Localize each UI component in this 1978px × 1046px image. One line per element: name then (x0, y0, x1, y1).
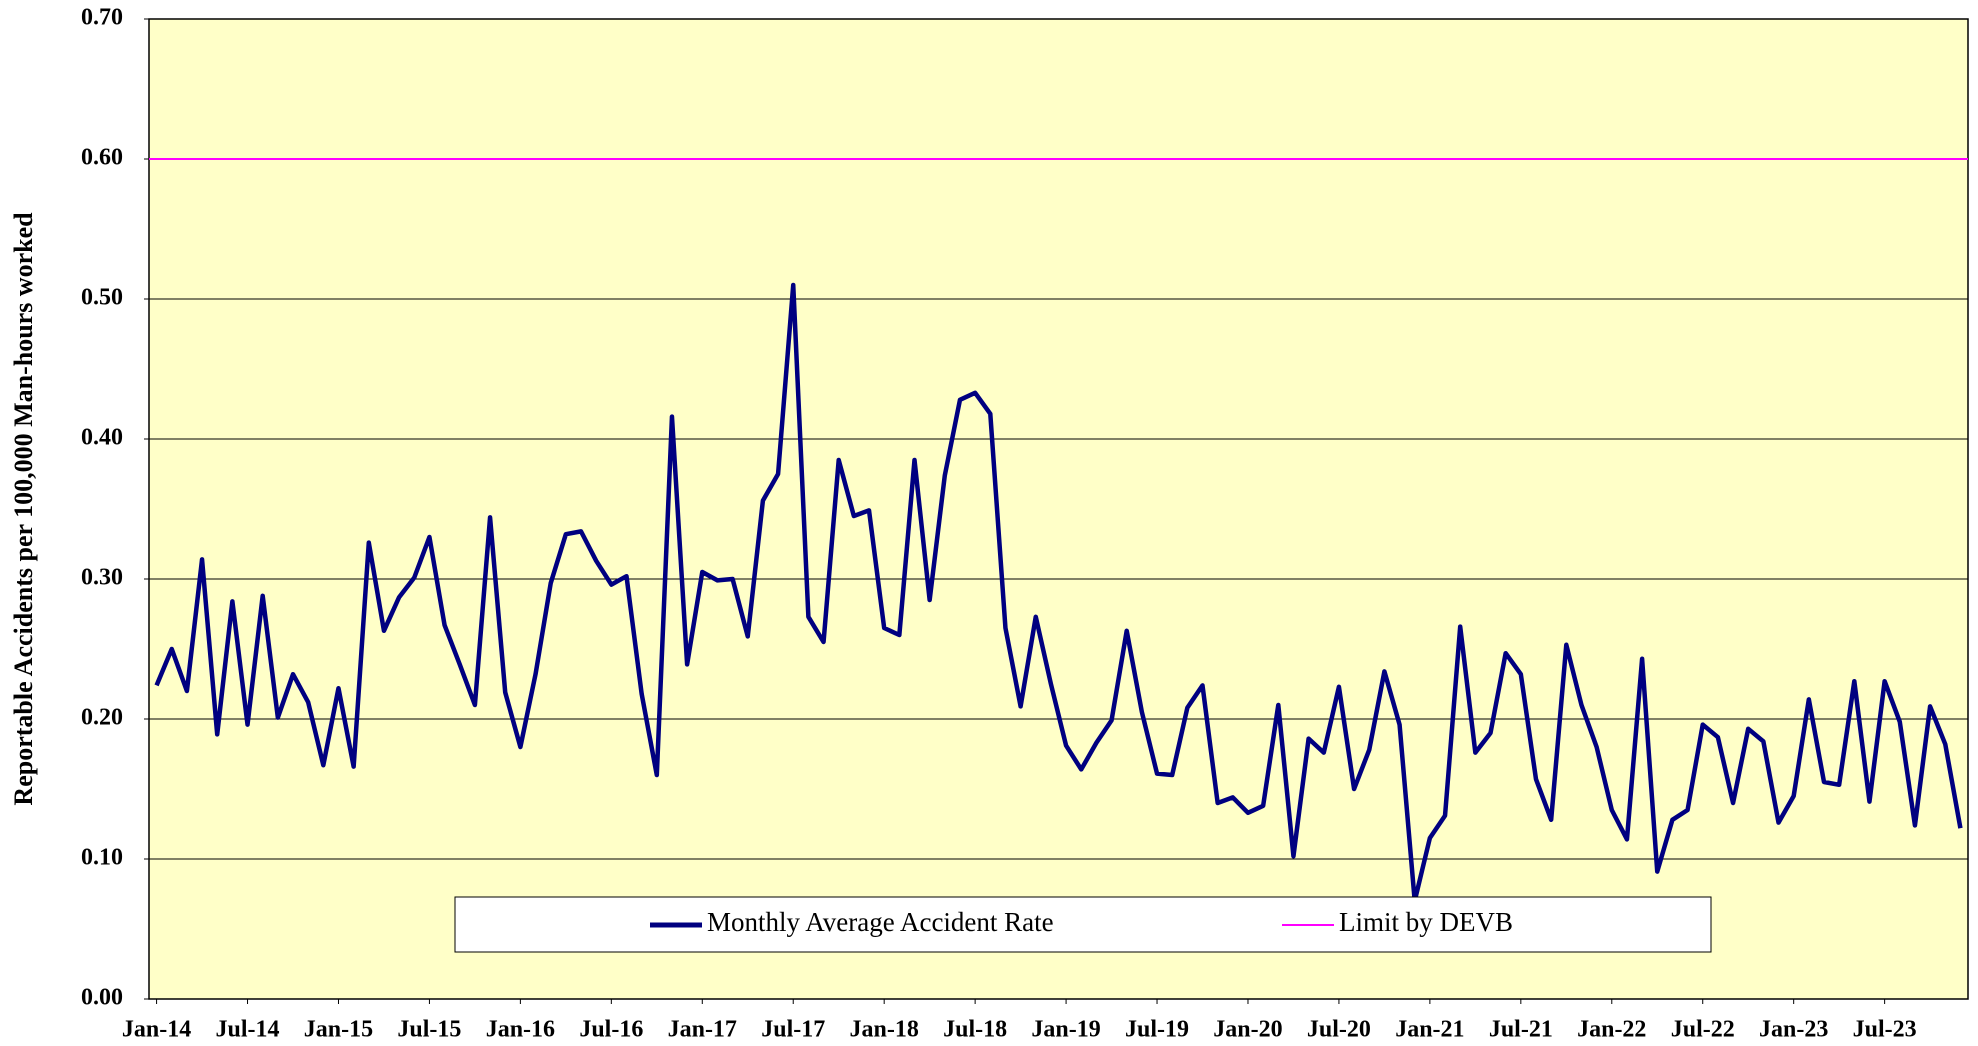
y-tick-label: 0.70 (81, 5, 123, 31)
x-tick-label: Jul-18 (943, 1017, 1007, 1043)
x-tick-label: Jan-16 (486, 1017, 555, 1043)
x-tick-label: Jul-21 (1489, 1017, 1553, 1043)
y-tick-label: 0.20 (81, 705, 123, 731)
y-tick-label: 0.10 (81, 845, 123, 871)
x-tick-label: Jul-20 (1307, 1017, 1371, 1043)
legend-label: Monthly Average Accident Rate (707, 907, 1054, 937)
x-tick-label: Jul-23 (1853, 1017, 1917, 1043)
x-tick-label: Jan-17 (668, 1017, 737, 1043)
x-tick-label: Jul-17 (761, 1017, 825, 1043)
y-axis-title: Reportable Accidents per 100,000 Man-hou… (9, 212, 38, 806)
legend-label: Limit by DEVB (1339, 907, 1513, 937)
x-tick-label: Jul-19 (1125, 1017, 1189, 1043)
x-tick-label: Jan-14 (122, 1017, 191, 1043)
y-tick-label: 0.30 (81, 565, 123, 591)
x-tick-label: Jul-16 (579, 1017, 643, 1043)
x-tick-label: Jan-22 (1577, 1017, 1646, 1043)
y-tick-label: 0.40 (81, 425, 123, 451)
x-tick-label: Jan-21 (1395, 1017, 1464, 1043)
x-tick-label: Jul-15 (397, 1017, 461, 1043)
x-tick-label: Jan-19 (1031, 1017, 1100, 1043)
x-tick-label: Jul-14 (216, 1017, 280, 1043)
legend (454, 896, 1712, 953)
x-tick-label: Jan-15 (304, 1017, 373, 1043)
x-tick-label: Jan-20 (1213, 1017, 1282, 1043)
y-tick-label: 0.00 (81, 985, 123, 1011)
y-tick-label: 0.60 (81, 145, 123, 171)
y-tick-label: 0.50 (81, 285, 123, 311)
x-tick-label: Jan-18 (850, 1017, 919, 1043)
x-tick-label: Jul-22 (1671, 1017, 1735, 1043)
plot-area (148, 18, 1969, 1000)
data-line (154, 282, 1963, 904)
x-tick-label: Jan-23 (1759, 1017, 1828, 1043)
